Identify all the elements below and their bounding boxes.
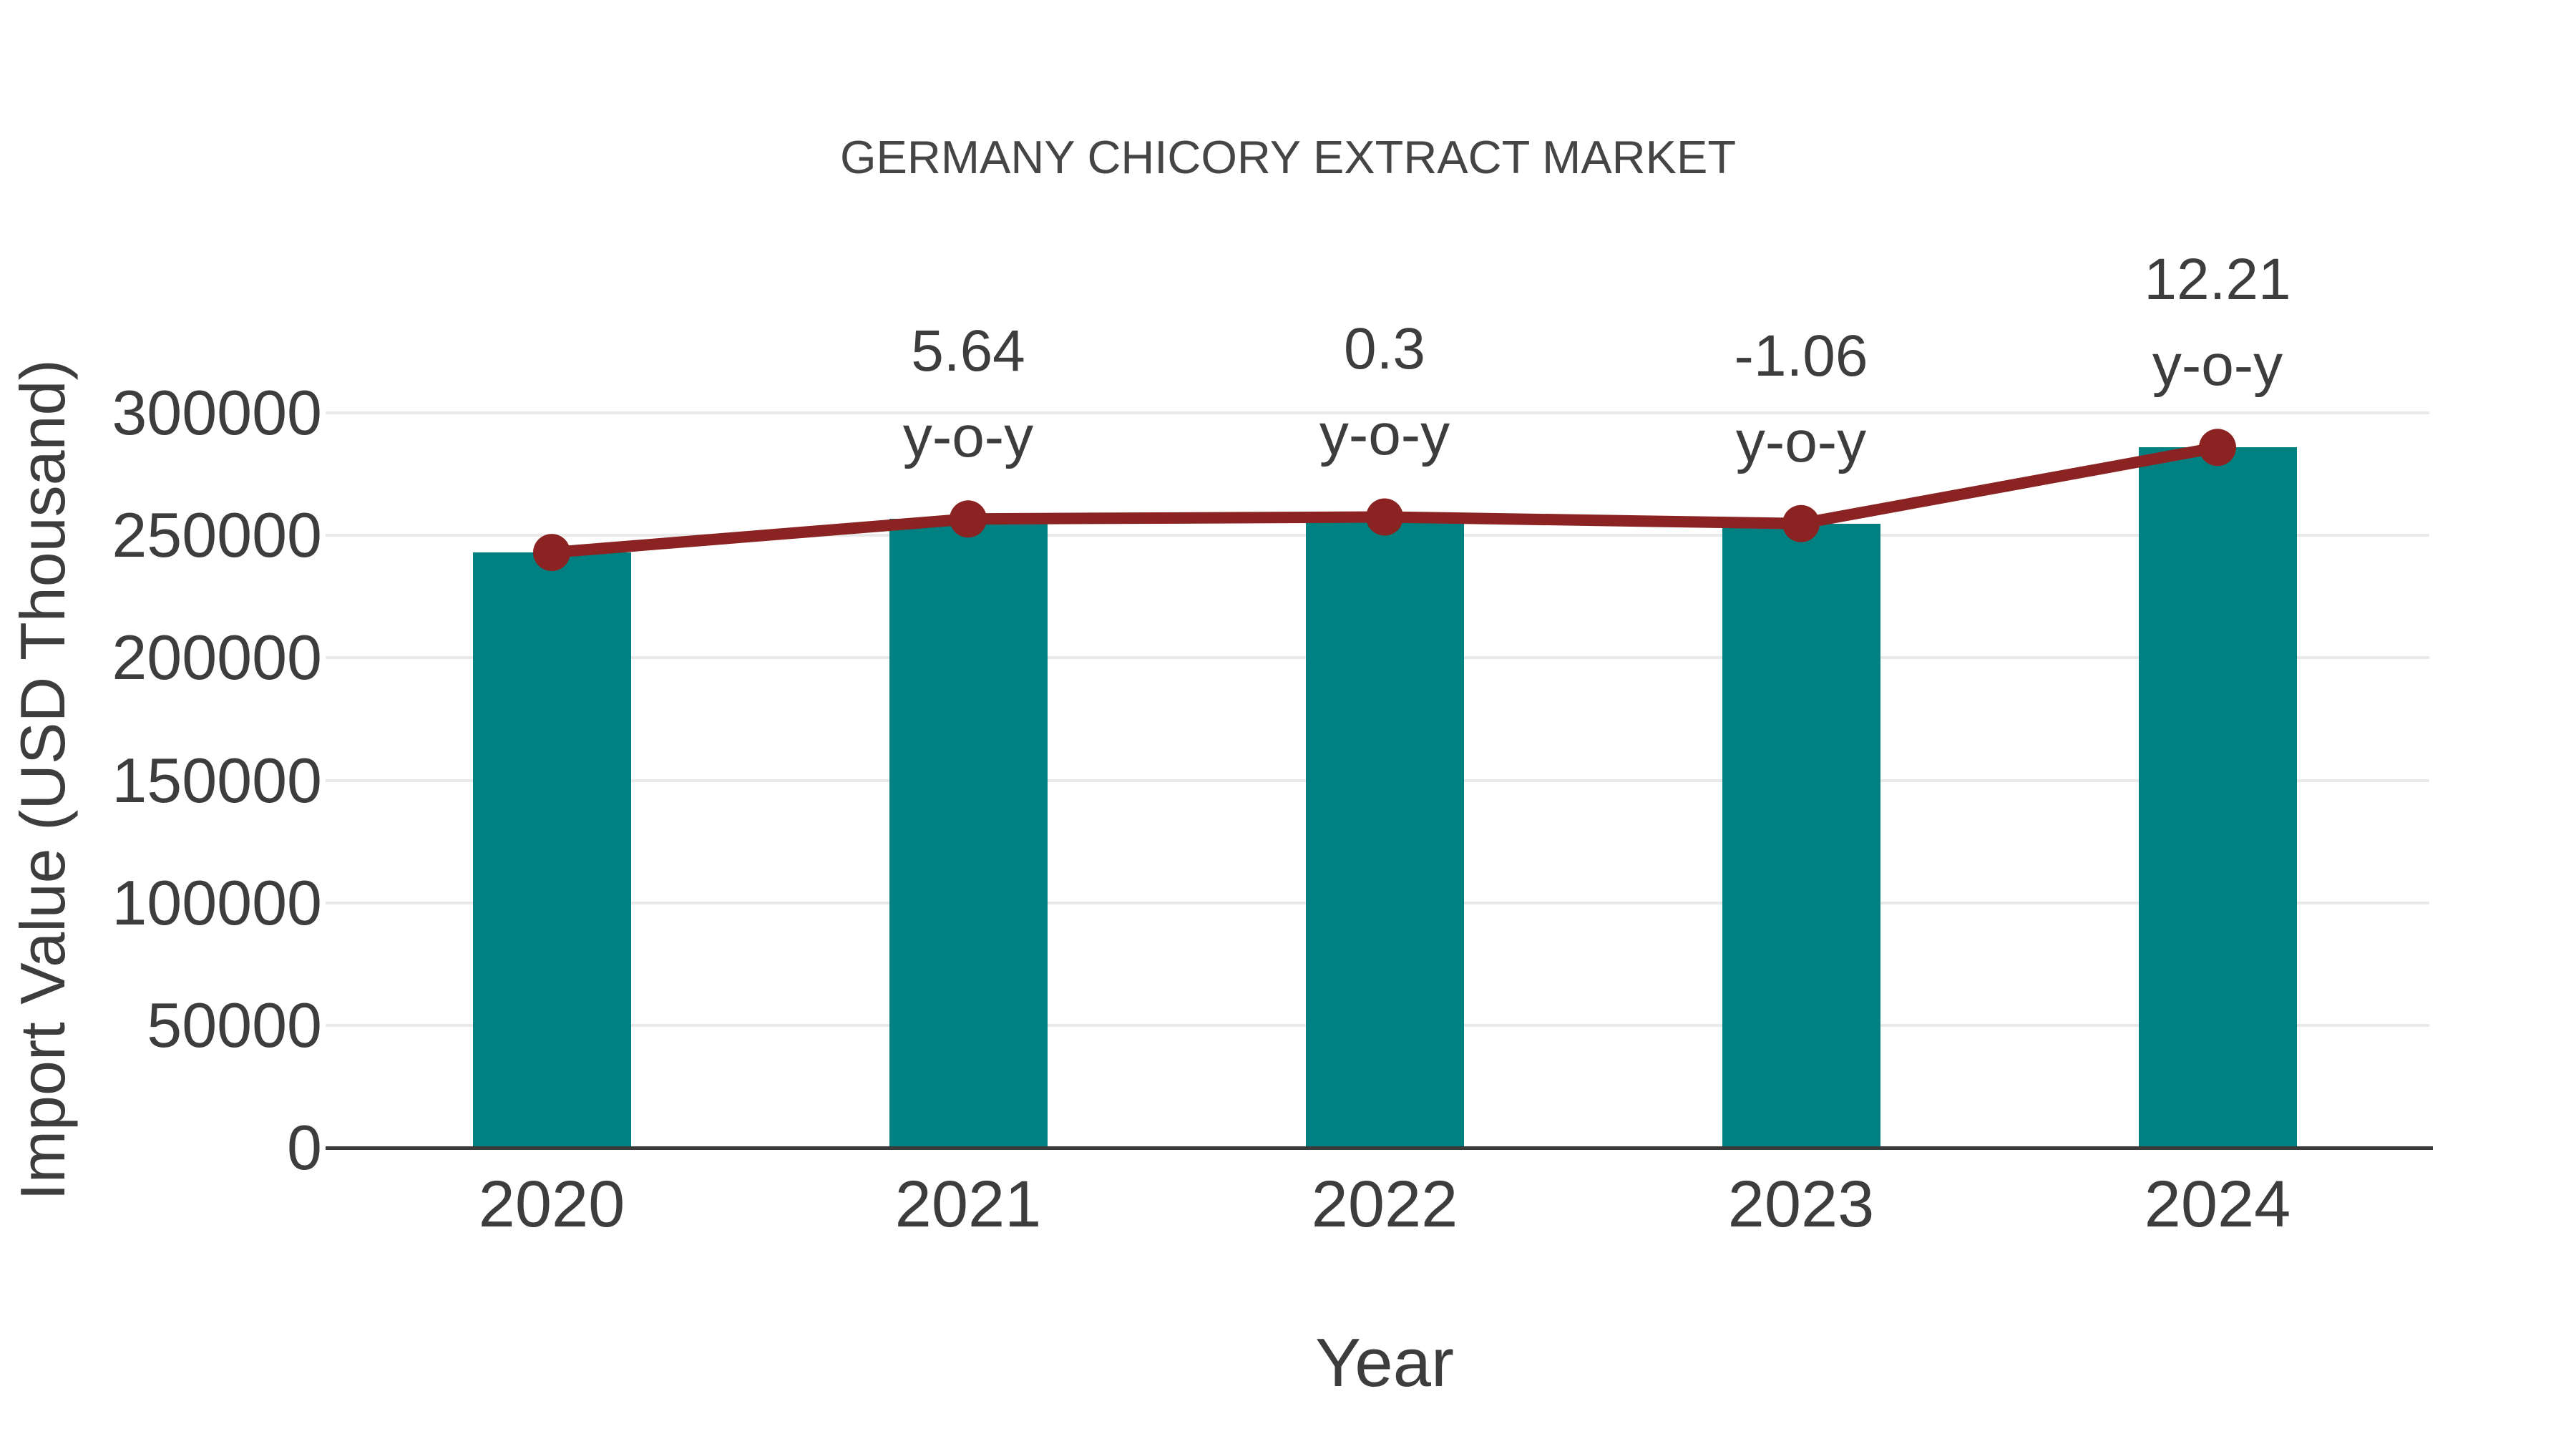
y-tick-mark: [326, 779, 344, 782]
yoy-annotation-2021: 5.64 y-o-y: [903, 308, 1033, 480]
y-tick-mark: [326, 656, 344, 660]
y-tick-label: 0: [287, 1112, 322, 1183]
x-axis-line: [343, 1146, 2433, 1150]
yoy-value-label: 5.64: [911, 318, 1025, 384]
y-tick-label: 250000: [112, 499, 322, 571]
trend-marker-2023: [1782, 504, 1820, 542]
bar-2020: [472, 552, 631, 1148]
trend-marker-2024: [2199, 429, 2236, 467]
y-tick-mark: [326, 901, 344, 904]
trend-marker-2022: [1366, 498, 1403, 536]
yoy-annotation-2023: -1.06 y-o-y: [1735, 313, 1868, 485]
y-tick-label: 50000: [147, 989, 322, 1060]
x-axis-title: Year: [1315, 1324, 1454, 1401]
y-tick-label: 300000: [112, 377, 322, 448]
bar-2023: [1722, 523, 1880, 1148]
bar-2021: [889, 519, 1048, 1148]
y-tick-mark: [326, 534, 344, 537]
chart-title: GERMANY CHICORY EXTRACT MARKET: [839, 131, 1737, 183]
y-tick-label: 150000: [112, 744, 322, 816]
yoy-annotation-2022: 0.3 y-o-y: [1319, 306, 1450, 478]
yoy-value-label: -1.06: [1734, 323, 1868, 389]
yoy-value-label: 12.21: [2144, 247, 2291, 313]
yoy-value-label: 0.3: [1344, 316, 1425, 382]
bar-2024: [2138, 447, 2297, 1148]
yoy-suffix-label: y-o-y: [2152, 333, 2283, 399]
y-tick-mark: [326, 1146, 344, 1150]
y-tick-label: 100000: [112, 867, 322, 938]
y-tick-label: 200000: [112, 622, 322, 693]
x-tick-label: 2021: [894, 1168, 1042, 1241]
x-tick-label: 2020: [478, 1168, 625, 1241]
gridline: [343, 411, 2429, 414]
yoy-suffix-label: y-o-y: [1319, 402, 1450, 468]
yoy-annotation-2024: 12.21 y-o-y: [2144, 237, 2290, 409]
x-tick-label: 2024: [2144, 1168, 2291, 1241]
y-tick-mark: [326, 1023, 344, 1027]
x-tick-label: 2022: [1311, 1168, 1458, 1241]
y-tick-mark: [326, 411, 344, 414]
trend-marker-2020: [533, 534, 570, 572]
bar-2022: [1305, 517, 1464, 1148]
x-tick-label: 2023: [1727, 1168, 1875, 1241]
yoy-suffix-label: y-o-y: [1735, 409, 1867, 474]
yoy-suffix-label: y-o-y: [902, 404, 1034, 470]
trend-marker-2021: [950, 500, 987, 538]
